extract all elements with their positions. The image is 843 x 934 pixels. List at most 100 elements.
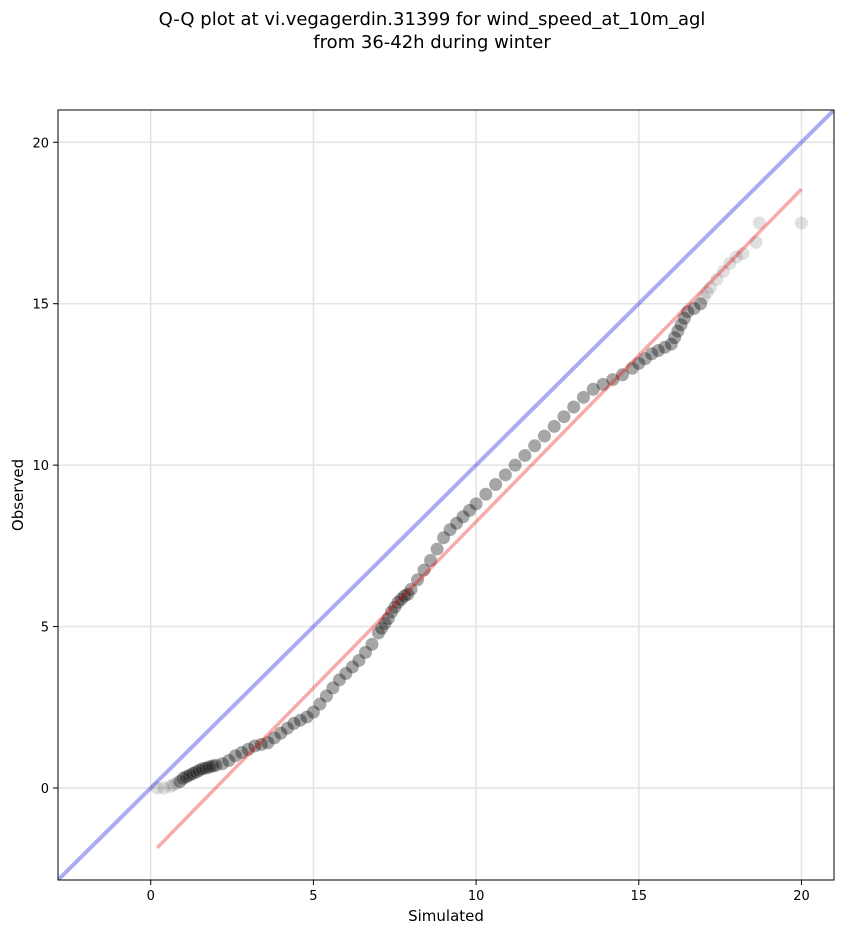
- qq-point: [167, 778, 181, 792]
- qq-point: [437, 531, 451, 545]
- qq-point: [287, 716, 301, 730]
- qq-point: [697, 290, 711, 304]
- qq-point: [381, 611, 395, 625]
- qq-point: [235, 745, 249, 759]
- qq-point: [645, 347, 659, 361]
- qq-point: [193, 763, 207, 777]
- qq-point: [345, 660, 359, 674]
- qq-point: [638, 352, 652, 366]
- qq-point: [749, 235, 763, 249]
- qq-point: [332, 673, 346, 687]
- x-tick-label: 0: [147, 889, 155, 904]
- qq-point: [375, 621, 389, 635]
- qq-point: [424, 553, 438, 567]
- qq-point: [398, 589, 412, 603]
- qq-point: [248, 739, 262, 753]
- qq-point: [736, 247, 750, 261]
- qq-point: [716, 264, 730, 278]
- qq-point: [267, 731, 281, 745]
- identity-line: [58, 110, 834, 880]
- qq-point: [241, 742, 255, 756]
- qq-point: [326, 681, 340, 695]
- y-tick-label: 10: [32, 459, 49, 474]
- qq-point: [694, 297, 708, 311]
- qq-point: [567, 400, 581, 414]
- qq-point: [668, 331, 682, 345]
- qq-point: [658, 340, 672, 354]
- qq-point: [596, 377, 610, 391]
- qq-point: [687, 302, 701, 316]
- qq-point: [319, 689, 333, 703]
- qq-point: [456, 510, 470, 524]
- qq-point: [394, 592, 408, 606]
- qq-point: [681, 305, 695, 319]
- qq-point: [209, 758, 223, 772]
- qq-point: [664, 337, 678, 351]
- qq-point: [430, 542, 444, 556]
- qq-point: [215, 757, 229, 771]
- y-tick-label: 0: [41, 782, 49, 797]
- qq-point: [228, 749, 242, 763]
- x-axis-label: Simulated: [408, 907, 484, 925]
- qq-point: [401, 587, 415, 601]
- qq-point: [358, 645, 372, 659]
- x-axis-ticks: 0 5 10 15 20: [147, 880, 810, 904]
- x-tick-label: 20: [793, 889, 810, 904]
- qq-point: [469, 497, 483, 511]
- qq-point: [163, 779, 177, 793]
- qq-point: [723, 256, 737, 270]
- qq-point: [254, 737, 268, 751]
- y-axis-label: Observed: [9, 459, 27, 531]
- qq-point: [703, 281, 717, 295]
- y-axis-ticks: 0 5 10 15 20: [32, 136, 58, 797]
- qq-point: [677, 311, 691, 325]
- qq-point: [183, 768, 197, 782]
- qq-point: [528, 439, 542, 453]
- qq-point: [202, 760, 216, 774]
- qq-point: [576, 390, 590, 404]
- qq-point: [450, 516, 464, 530]
- qq-point: [729, 250, 743, 264]
- qq-point: [586, 382, 600, 396]
- qq-point: [196, 762, 210, 776]
- qq-point: [671, 324, 685, 338]
- qq-point: [557, 410, 571, 424]
- x-tick-label: 5: [309, 889, 317, 904]
- qq-point: [794, 216, 808, 230]
- qq-point: [339, 666, 353, 680]
- qq-point: [189, 765, 203, 779]
- y-tick-label: 20: [32, 136, 49, 151]
- qq-point: [752, 216, 766, 230]
- grid: [58, 110, 834, 880]
- y-tick-label: 15: [32, 298, 49, 313]
- qq-point: [404, 582, 418, 596]
- qq-point: [700, 285, 714, 299]
- qq-point: [293, 713, 307, 727]
- qq-point: [547, 419, 561, 433]
- qq-point: [261, 736, 275, 750]
- qq-point: [170, 776, 184, 790]
- qq-point: [463, 503, 477, 517]
- qq-point: [411, 573, 425, 587]
- qq-point: [352, 653, 366, 667]
- qq-point: [674, 318, 688, 332]
- qq-point: [385, 605, 399, 619]
- qq-point: [306, 705, 320, 719]
- qq-point: [157, 781, 171, 795]
- qq-point: [537, 429, 551, 443]
- qq-point: [518, 448, 532, 462]
- data-points: [150, 216, 808, 795]
- qq-point: [176, 771, 190, 785]
- y-tick-label: 5: [41, 621, 49, 636]
- chart-title-line-2: from 36-42h during winter: [313, 32, 551, 53]
- qq-point: [616, 368, 630, 382]
- qq-point: [443, 523, 457, 537]
- qq-point: [710, 272, 724, 286]
- qq-point: [371, 626, 385, 640]
- qq-point: [498, 468, 512, 482]
- qq-point: [280, 721, 294, 735]
- qq-point: [186, 766, 200, 780]
- qq-point: [378, 616, 392, 630]
- qq-point: [632, 356, 646, 370]
